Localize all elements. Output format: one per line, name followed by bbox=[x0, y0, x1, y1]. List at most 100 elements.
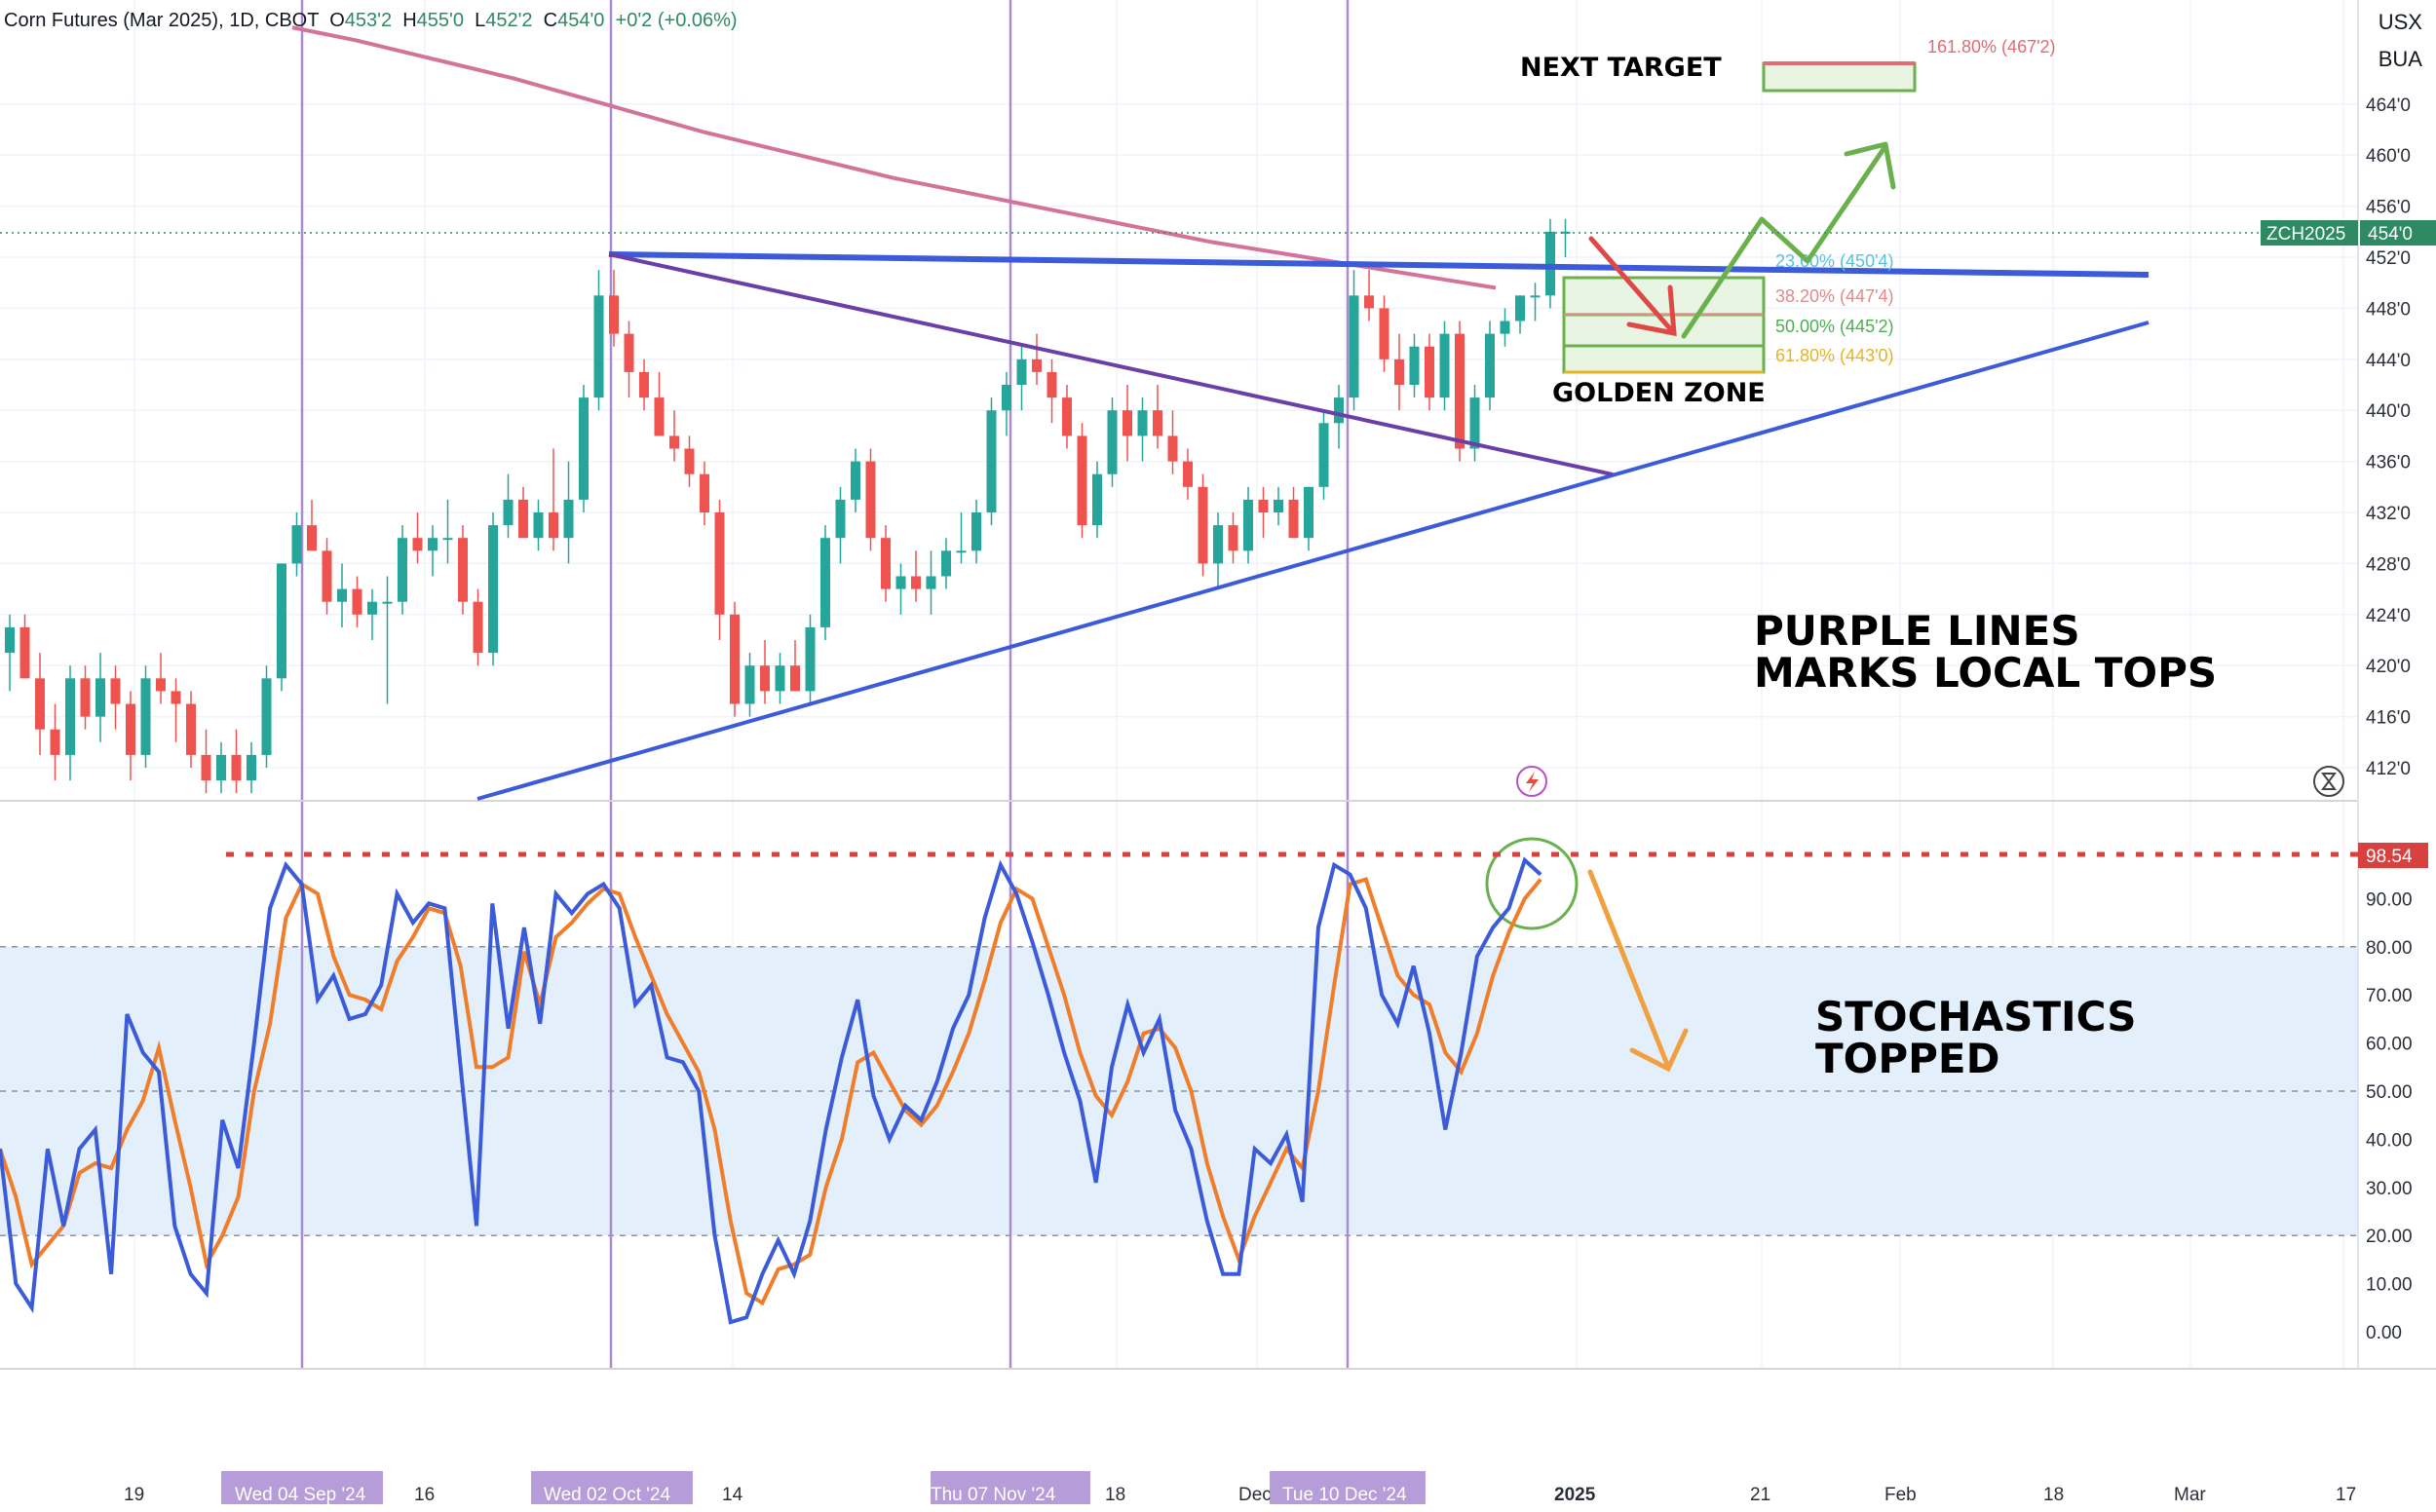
candle-body bbox=[1198, 486, 1208, 564]
price-tick-label: 420'0 bbox=[2366, 657, 2411, 677]
candle-body bbox=[1002, 385, 1011, 411]
price-tick-label: 452'0 bbox=[2366, 248, 2411, 269]
candle-body bbox=[322, 550, 332, 602]
next-target-label: NEXT TARGET bbox=[1520, 53, 1722, 83]
currency-label[interactable]: USX bbox=[2378, 10, 2422, 34]
candle-body bbox=[971, 512, 981, 551]
candle-body bbox=[1077, 435, 1087, 526]
candle-body bbox=[851, 461, 860, 500]
date-highlight-label: Wed 04 Sep '24 bbox=[235, 1485, 366, 1505]
candle-body bbox=[35, 678, 45, 730]
purple-descending-trendline bbox=[608, 252, 1614, 476]
candle-body bbox=[730, 614, 740, 704]
candle-body bbox=[488, 525, 498, 654]
candle-body bbox=[307, 525, 317, 551]
candle-body bbox=[337, 588, 347, 602]
close-value: 454'0 bbox=[557, 10, 605, 31]
stochastics-label-2: TOPPED bbox=[1815, 1035, 1999, 1082]
unit-label[interactable]: BUA bbox=[2378, 47, 2422, 71]
candle-body bbox=[579, 397, 589, 500]
candle-body bbox=[412, 538, 423, 551]
candle-body bbox=[140, 678, 151, 755]
candle-body bbox=[775, 665, 785, 692]
candle-body bbox=[1243, 499, 1253, 551]
open-label: O bbox=[329, 10, 345, 31]
date-highlight-label: Tue 10 Dec '24 bbox=[1282, 1485, 1407, 1505]
stoch-tick-label: 0.00 bbox=[2366, 1323, 2402, 1343]
candle-body bbox=[1213, 525, 1223, 564]
candle-body bbox=[382, 601, 393, 604]
candle-body bbox=[1455, 333, 1465, 449]
candle-body bbox=[654, 397, 665, 436]
symbol-name[interactable]: Corn Futures (Mar 2025), 1D, CBOT bbox=[4, 10, 320, 31]
time-label: Feb bbox=[1884, 1485, 1917, 1505]
candle-body bbox=[277, 563, 286, 679]
candle-body bbox=[428, 538, 438, 551]
time-label: 18 bbox=[1105, 1485, 1125, 1505]
candle-body bbox=[1334, 397, 1344, 424]
candle-body bbox=[5, 626, 15, 654]
candle-body bbox=[1545, 231, 1555, 296]
lightning-icon[interactable] bbox=[1516, 766, 1547, 797]
candle-body bbox=[700, 473, 709, 512]
candle-body bbox=[1137, 410, 1148, 436]
stoch-tick-label: 10.00 bbox=[2366, 1275, 2413, 1296]
candle-body bbox=[1394, 359, 1404, 385]
fib-zone-23-38 bbox=[1562, 276, 1766, 317]
candle-body bbox=[941, 550, 951, 577]
candle-body bbox=[1409, 346, 1420, 385]
candle-body bbox=[1092, 473, 1102, 526]
price-tick-label: 412'0 bbox=[2366, 759, 2411, 779]
date-highlight-tag bbox=[1270, 1471, 1426, 1504]
candle-body bbox=[442, 538, 453, 541]
candle-body bbox=[95, 678, 105, 717]
red-down-arrow bbox=[1588, 236, 1677, 337]
stoch-tick-label: 60.00 bbox=[2366, 1035, 2413, 1055]
time-label: 17 bbox=[2336, 1485, 2356, 1505]
stoch-tick-label: 90.00 bbox=[2366, 889, 2413, 910]
candle-body bbox=[1469, 397, 1480, 449]
time-label: 18 bbox=[2043, 1485, 2064, 1505]
svg-text:454'0: 454'0 bbox=[2368, 224, 2413, 245]
next-target-box bbox=[1762, 61, 1917, 93]
hourglass-icon[interactable] bbox=[2313, 766, 2344, 797]
candle-body bbox=[835, 499, 846, 539]
candle-body bbox=[1153, 410, 1162, 436]
candle-body bbox=[80, 678, 91, 717]
candle-body bbox=[1274, 499, 1283, 512]
time-label: Dec bbox=[1238, 1485, 1272, 1505]
candle-body bbox=[865, 461, 876, 539]
candle-body bbox=[624, 333, 634, 372]
support-trendline bbox=[476, 321, 2150, 801]
fib-label-50: 50.00% (445'2) bbox=[1775, 317, 1894, 336]
fib-zone-50-61 bbox=[1562, 344, 1766, 374]
candle-body bbox=[186, 703, 196, 755]
orange-down-arrow bbox=[1587, 869, 1689, 1073]
candle-body bbox=[820, 538, 830, 627]
candle-body bbox=[639, 371, 649, 398]
candle-body bbox=[714, 512, 725, 615]
close-label: C bbox=[543, 10, 558, 31]
symbol-header: Corn Futures (Mar 2025), 1D, CBOT O453'2… bbox=[4, 10, 738, 32]
price-tick-label: 448'0 bbox=[2366, 299, 2411, 320]
candle-body bbox=[563, 499, 574, 539]
time-label: 14 bbox=[722, 1485, 743, 1505]
candle-body bbox=[1425, 346, 1434, 398]
candle-body bbox=[1258, 499, 1269, 512]
candle-body bbox=[518, 499, 528, 539]
fib-label-23: 23.60% (450'4) bbox=[1775, 251, 1894, 271]
stoch-value-tag: 98.54 bbox=[2358, 843, 2428, 868]
fib-label-161: 161.80% (467'2) bbox=[1927, 37, 2056, 57]
stoch-tick-label: 80.00 bbox=[2366, 938, 2413, 959]
date-highlight-label: Thu 07 Nov '24 bbox=[931, 1485, 1056, 1505]
time-label: 21 bbox=[1750, 1485, 1770, 1505]
high-value: 455'0 bbox=[416, 10, 464, 31]
svg-text:ZCH2025: ZCH2025 bbox=[2266, 224, 2345, 245]
moving-average-line bbox=[291, 25, 1497, 290]
candle-body bbox=[291, 525, 302, 564]
date-highlight-label: Wed 02 Oct '24 bbox=[544, 1485, 670, 1505]
candle-body bbox=[1167, 435, 1178, 462]
time-label: Mar bbox=[2174, 1485, 2206, 1505]
current-price-tag: ZCH2025 454'0 bbox=[2261, 220, 2436, 246]
time-label: 19 bbox=[124, 1485, 144, 1505]
